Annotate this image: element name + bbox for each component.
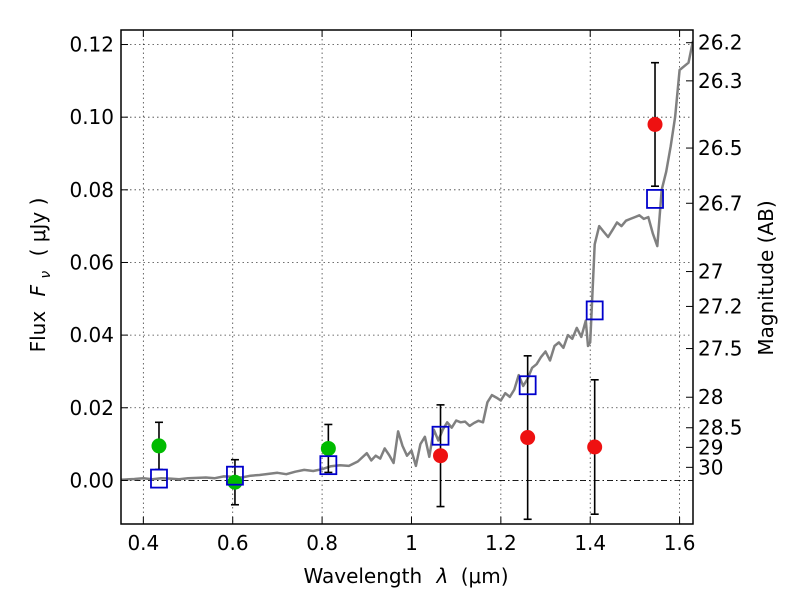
data-point <box>151 438 167 454</box>
plot-frame <box>120 29 694 525</box>
y2-tick-label: 29 <box>698 435 723 459</box>
x-axis-label-symbol: λ <box>436 564 449 588</box>
y-axis-label-unit: ( μJy ) <box>26 198 50 257</box>
y2-tick-label: 27.5 <box>698 337 743 361</box>
x-axis-label-unit: (μm) <box>461 564 509 588</box>
y-tick-label: 0.12 <box>69 33 114 57</box>
y2-tick-label: 27 <box>698 260 723 284</box>
model-square-marker <box>518 375 537 396</box>
y2-tick-label: 27.2 <box>698 294 743 318</box>
model-square-marker <box>585 300 604 321</box>
model-square-marker <box>226 465 244 486</box>
y2-tick-label: 28 <box>698 385 723 409</box>
x-tick-label: 1 <box>405 531 418 555</box>
y2-axis-label: Magnitude (AB) <box>754 200 778 355</box>
model-spectrum-line <box>121 40 693 481</box>
y2-tick-label: 26.7 <box>698 191 743 215</box>
y-tick-label: 0.00 <box>69 468 114 492</box>
y-tick-label: 0.10 <box>69 105 114 129</box>
y2-tick-label: 30 <box>698 455 723 479</box>
y-axis-label-subscript: ν <box>38 271 54 279</box>
model-square-marker <box>319 455 338 476</box>
grid <box>121 30 693 524</box>
x-tick-label: 0.8 <box>306 531 338 555</box>
model-square-marker <box>431 425 450 446</box>
x-tick-label: 1.2 <box>485 531 517 555</box>
x-axis-label-text: Wavelength <box>303 564 422 588</box>
y2-tick-label: 26.3 <box>698 69 743 93</box>
x-tick-label: 1.4 <box>574 531 606 555</box>
model-square-marker <box>150 468 168 489</box>
axis-ticks: 0.4 0.6 0.8 1 1.2 1.4 1.6 0.00 0.02 0.04 0.06 0.08 0… <box>69 30 743 555</box>
y-tick-label: 0.08 <box>69 178 114 202</box>
data-point <box>227 474 243 490</box>
y-axis-label: Flux F ν ( μJy ) <box>26 198 55 353</box>
y-tick-label: 0.06 <box>69 250 114 274</box>
data-point <box>433 448 449 464</box>
y-tick-label: 0.04 <box>69 323 114 347</box>
model-square-marker <box>646 189 664 209</box>
x-tick-label: 0.4 <box>127 531 159 555</box>
data-point <box>587 439 603 455</box>
y-axis-label-symbol: F <box>26 284 50 296</box>
x-tick-label: 0.6 <box>217 531 249 555</box>
data-point <box>520 430 536 446</box>
y2-tick-label: 28.5 <box>698 416 743 440</box>
x-axis-label: Wavelength λ (μm) <box>303 564 508 588</box>
data-point <box>320 440 336 456</box>
y2-tick-label: 26.5 <box>698 136 743 160</box>
plot-area <box>121 40 693 521</box>
y-axis-label-text: Flux <box>26 311 50 353</box>
data-point <box>647 116 663 132</box>
y2-tick-label: 26.2 <box>698 31 743 55</box>
y-tick-label: 0.02 <box>69 396 114 420</box>
x-tick-label: 1.6 <box>664 531 696 555</box>
